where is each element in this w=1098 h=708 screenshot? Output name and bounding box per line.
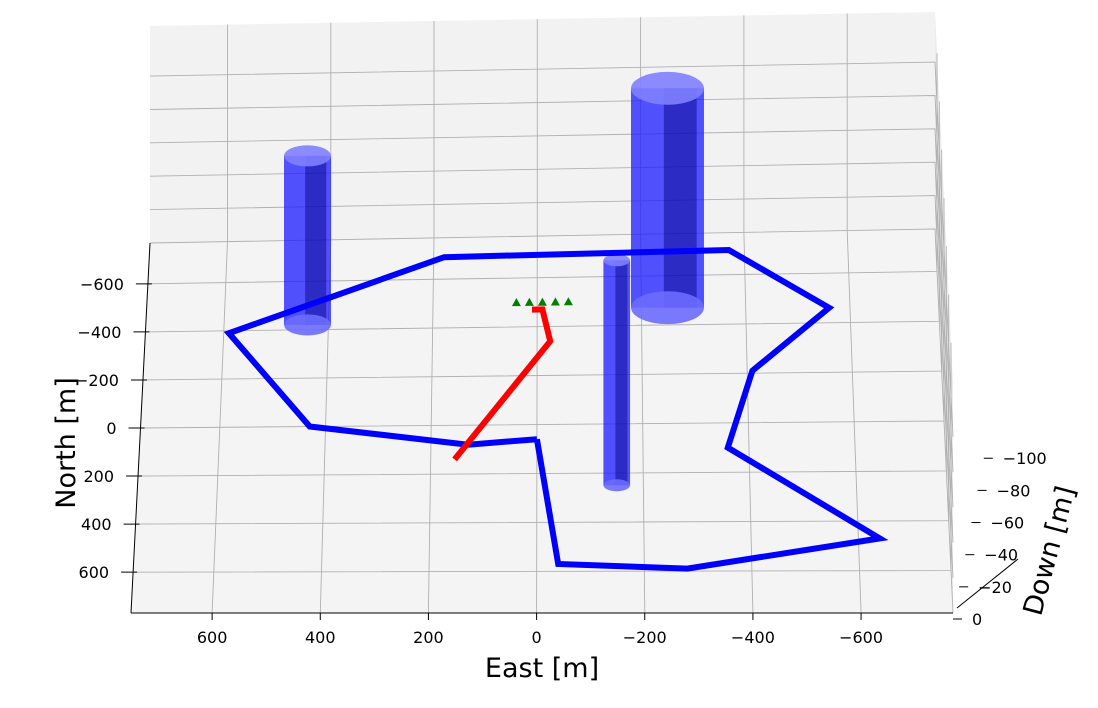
back-pane <box>150 12 935 243</box>
axes-panes <box>131 12 953 613</box>
z-tick-label: 0 <box>972 610 982 629</box>
x-tick-label: −400 <box>731 628 775 647</box>
obstacle-cylinder-2 <box>603 254 631 492</box>
z-tick-label: −20 <box>978 578 1012 597</box>
x-tick-label: 0 <box>531 628 541 647</box>
x-tick-label: 600 <box>197 628 228 647</box>
cylinder-top <box>631 71 704 105</box>
y-tick-label: 0 <box>106 419 116 438</box>
y-tick-label: 400 <box>81 515 112 534</box>
cylinder-bottom <box>631 291 704 325</box>
z-tick-label: −60 <box>990 514 1024 533</box>
cylinder-body <box>603 260 631 486</box>
y-tick-label: 200 <box>83 467 114 486</box>
grid-line-down-0 <box>149 61 954 437</box>
obstacle-cylinder-1 <box>631 71 704 325</box>
cylinder-body <box>631 88 704 308</box>
grid-line-down-1 <box>149 95 954 473</box>
flight-paths <box>223 246 889 572</box>
cylinder-top <box>603 254 631 267</box>
cylinder-shade <box>663 88 697 308</box>
cylinder-top <box>284 145 331 167</box>
y-tick-label: −200 <box>75 371 119 390</box>
z-axis-title: Down [m] <box>1018 483 1082 619</box>
waypoint-markers <box>511 297 573 307</box>
grid-line-down-4 <box>149 195 954 578</box>
waypoint-marker <box>537 297 547 306</box>
y-tick-label: 600 <box>79 563 110 582</box>
x-tick-label: 200 <box>413 628 444 647</box>
z-tick-label: −80 <box>997 481 1031 500</box>
cylinder-shade <box>305 155 327 325</box>
waypoint-marker <box>524 297 534 306</box>
tick-marks <box>121 283 993 620</box>
z-tick-label: −100 <box>1003 449 1047 468</box>
y-axis-title: North [m] <box>51 377 82 508</box>
tick-labels: 600 400 200 0 −200 −400 −600−600−400−200020040… <box>75 275 1047 647</box>
gridlines <box>133 13 954 614</box>
y-tick-label: −400 <box>77 323 121 342</box>
cylinder-bottom <box>603 479 631 492</box>
floor-pane <box>131 229 953 613</box>
grid-line-down-3 <box>149 161 954 543</box>
waypoint-marker <box>511 298 521 307</box>
z-axis-line <box>956 558 1019 609</box>
cylinder-body <box>284 155 331 325</box>
grid-line-down-2 <box>149 128 954 508</box>
x-tick-label: −200 <box>623 628 667 647</box>
path-series-1 <box>452 306 554 462</box>
obstacle-cylinder-0 <box>284 145 331 336</box>
cylinder-bottom <box>284 314 331 336</box>
x-tick-label: 400 <box>305 628 336 647</box>
cylinder-shade <box>615 260 628 486</box>
x-axis-title: East [m] <box>485 653 599 684</box>
obstacle-cylinders <box>284 71 704 492</box>
z-tick-label: −40 <box>984 546 1018 565</box>
waypoint-marker <box>550 297 560 306</box>
x-tick-label: −600 <box>839 628 883 647</box>
waypoint-marker <box>563 297 573 306</box>
grid-line-down-5 <box>149 228 954 614</box>
y-tick-label: −600 <box>80 275 124 294</box>
path-series-0 <box>223 246 889 572</box>
